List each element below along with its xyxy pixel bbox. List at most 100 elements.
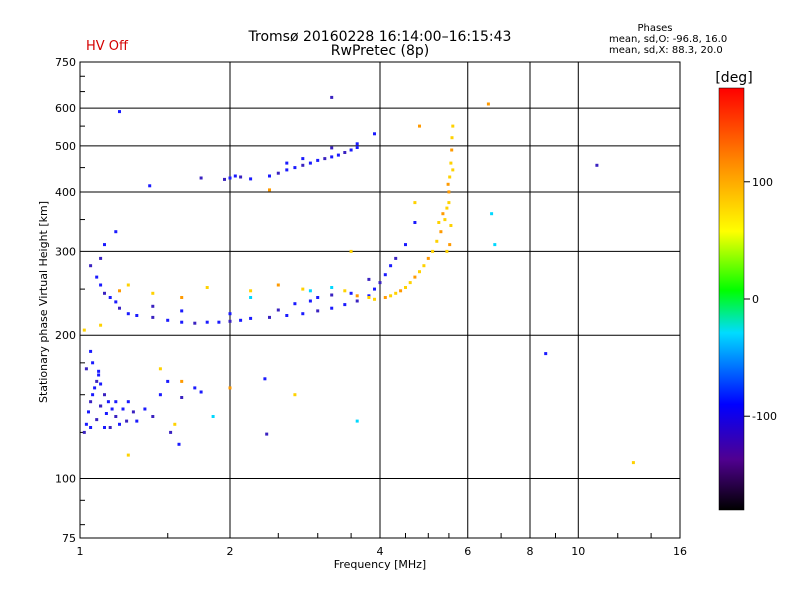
data-point [110,407,114,411]
data-point [418,270,421,274]
data-point [451,124,455,128]
data-point [450,136,454,140]
data-point [595,163,599,167]
data-point [490,212,494,216]
x-axis-ticks: 1 2 4 6 8 10 16 [77,533,687,558]
data-point [394,291,398,295]
data-point [173,422,177,426]
data-point [330,155,334,159]
data-point [330,306,334,310]
grid-lines [80,62,680,538]
data-point [399,289,403,293]
data-point [413,275,417,279]
data-point [631,461,635,465]
data-point [84,422,88,426]
data-point [151,304,155,308]
data-point [301,163,305,167]
data-point [249,289,253,293]
x-tick-label-10: 10 [571,545,585,558]
data-point [223,177,226,181]
data-point [367,296,371,299]
y-tick-label-750: 750 [55,56,76,69]
data-point [268,315,271,319]
colorbar-gradient [718,87,745,511]
data-point [285,168,289,172]
data-point [199,176,203,180]
data-point [276,171,280,175]
data-point [330,146,334,150]
data-point [435,239,439,243]
data-point [308,299,312,303]
data-point [446,182,450,186]
data-point [343,303,347,307]
data-point [217,320,221,324]
data-point [383,296,387,299]
y-tick-label-600: 600 [55,102,76,115]
data-point [84,367,88,371]
data-point [104,412,108,415]
data-point [166,318,170,322]
data-point [249,316,253,320]
data-point [169,430,173,434]
data-point [89,349,93,353]
data-point [268,174,271,178]
data-point [151,415,155,418]
data-point [125,419,129,423]
data-point [180,379,184,383]
data-point [293,393,297,397]
data-point [449,161,453,165]
colorbar-ticks: 100 0 -100 [744,176,777,423]
data-point [316,296,320,299]
y-tick-label-500: 500 [55,140,76,153]
data-point [544,352,548,356]
data-point [87,410,90,414]
data-point [373,287,376,291]
data-point [441,212,445,216]
x-tick-label-6: 6 [464,545,471,558]
phases-line-x: mean, sd,X: 88.3, 20.0 [609,45,723,56]
data-point [99,256,103,260]
y-tick-label-300: 300 [55,245,76,258]
data-point [276,308,280,312]
data-point [82,328,86,332]
data-point [349,291,353,295]
data-point [103,393,106,397]
colorbar-tick-label--100: -100 [752,410,777,423]
data-point [180,320,184,324]
data-point [316,158,320,162]
data-point [126,400,130,404]
data-points [82,95,635,465]
data-point [118,289,121,293]
data-point [323,157,327,161]
data-point [228,386,232,390]
data-point [330,95,334,99]
data-point [418,124,421,128]
data-point [249,296,253,299]
data-point [89,400,93,404]
x-tick-label-4: 4 [377,545,384,558]
data-point [143,407,147,411]
data-point [355,419,359,423]
y-axis-ticks: 75 100 200 300 400 500 600 750 [55,56,85,545]
x-tick-label-1: 1 [77,545,84,558]
data-point [211,415,215,418]
data-point [166,379,170,383]
y-tick-label-400: 400 [55,186,76,199]
data-point [249,177,253,181]
data-point [114,415,118,418]
data-point [180,396,184,399]
data-point [367,294,371,298]
hv-status-label: HV Off [86,39,129,54]
y-tick-label-75: 75 [62,532,76,545]
data-point [293,302,297,306]
data-point [180,296,184,299]
x-axis-label: Frequency [MHz] [334,558,426,571]
data-point [158,393,162,397]
data-point [233,174,237,178]
data-point [205,320,209,324]
data-point [193,321,197,325]
data-point [263,377,267,381]
data-point [404,243,407,247]
data-point [97,373,101,377]
